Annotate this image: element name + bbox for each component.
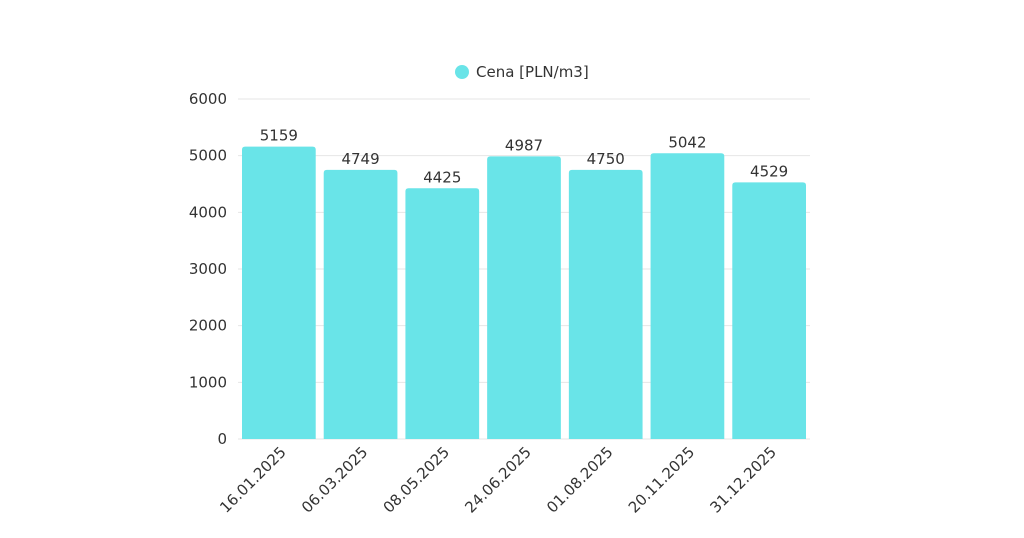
legend-label: Cena [PLN/m3]: [476, 63, 589, 81]
legend-marker: [455, 65, 469, 79]
data-labels: 5159 4749 4425 4987 4750 5042 4529: [260, 127, 788, 187]
y-tick-label: 2000: [189, 317, 227, 335]
data-label: 4749: [341, 150, 379, 168]
x-tick-label: 24.06.2025: [461, 443, 534, 516]
y-tick-label: 0: [217, 430, 227, 448]
bar[interactable]: [242, 146, 316, 439]
data-label: 5159: [260, 127, 298, 145]
y-tick-label: 1000: [189, 373, 227, 391]
x-tick-label: 31.12.2025: [707, 443, 780, 516]
y-tick-label: 5000: [189, 147, 227, 165]
data-label: 4987: [505, 136, 543, 154]
bar[interactable]: [405, 188, 480, 439]
bars: [242, 146, 806, 440]
data-label: 4529: [750, 162, 788, 180]
x-tick-label: 20.11.2025: [625, 443, 698, 516]
y-tick-label: 4000: [189, 203, 227, 221]
bar[interactable]: [732, 182, 806, 439]
x-axis: 16.01.2025 06.03.2025 08.05.2025 24.06.2025…: [216, 443, 780, 516]
bar[interactable]: [323, 169, 398, 439]
bar[interactable]: [568, 169, 643, 440]
bar[interactable]: [487, 156, 561, 440]
bar[interactable]: [650, 153, 725, 439]
data-label: 5042: [668, 133, 706, 151]
x-tick-label: 08.05.2025: [380, 443, 453, 516]
y-axis: 0 1000 2000 3000 4000 5000 6000: [189, 90, 227, 448]
x-tick-label: 01.08.2025: [543, 443, 616, 516]
y-tick-label: 3000: [189, 260, 227, 278]
y-tick-label: 6000: [189, 90, 227, 108]
x-tick-label: 06.03.2025: [298, 443, 371, 516]
x-tick-label: 16.01.2025: [216, 443, 289, 516]
data-label: 4750: [587, 150, 625, 168]
legend[interactable]: Cena [PLN/m3]: [455, 63, 589, 81]
data-label: 4425: [423, 168, 461, 186]
